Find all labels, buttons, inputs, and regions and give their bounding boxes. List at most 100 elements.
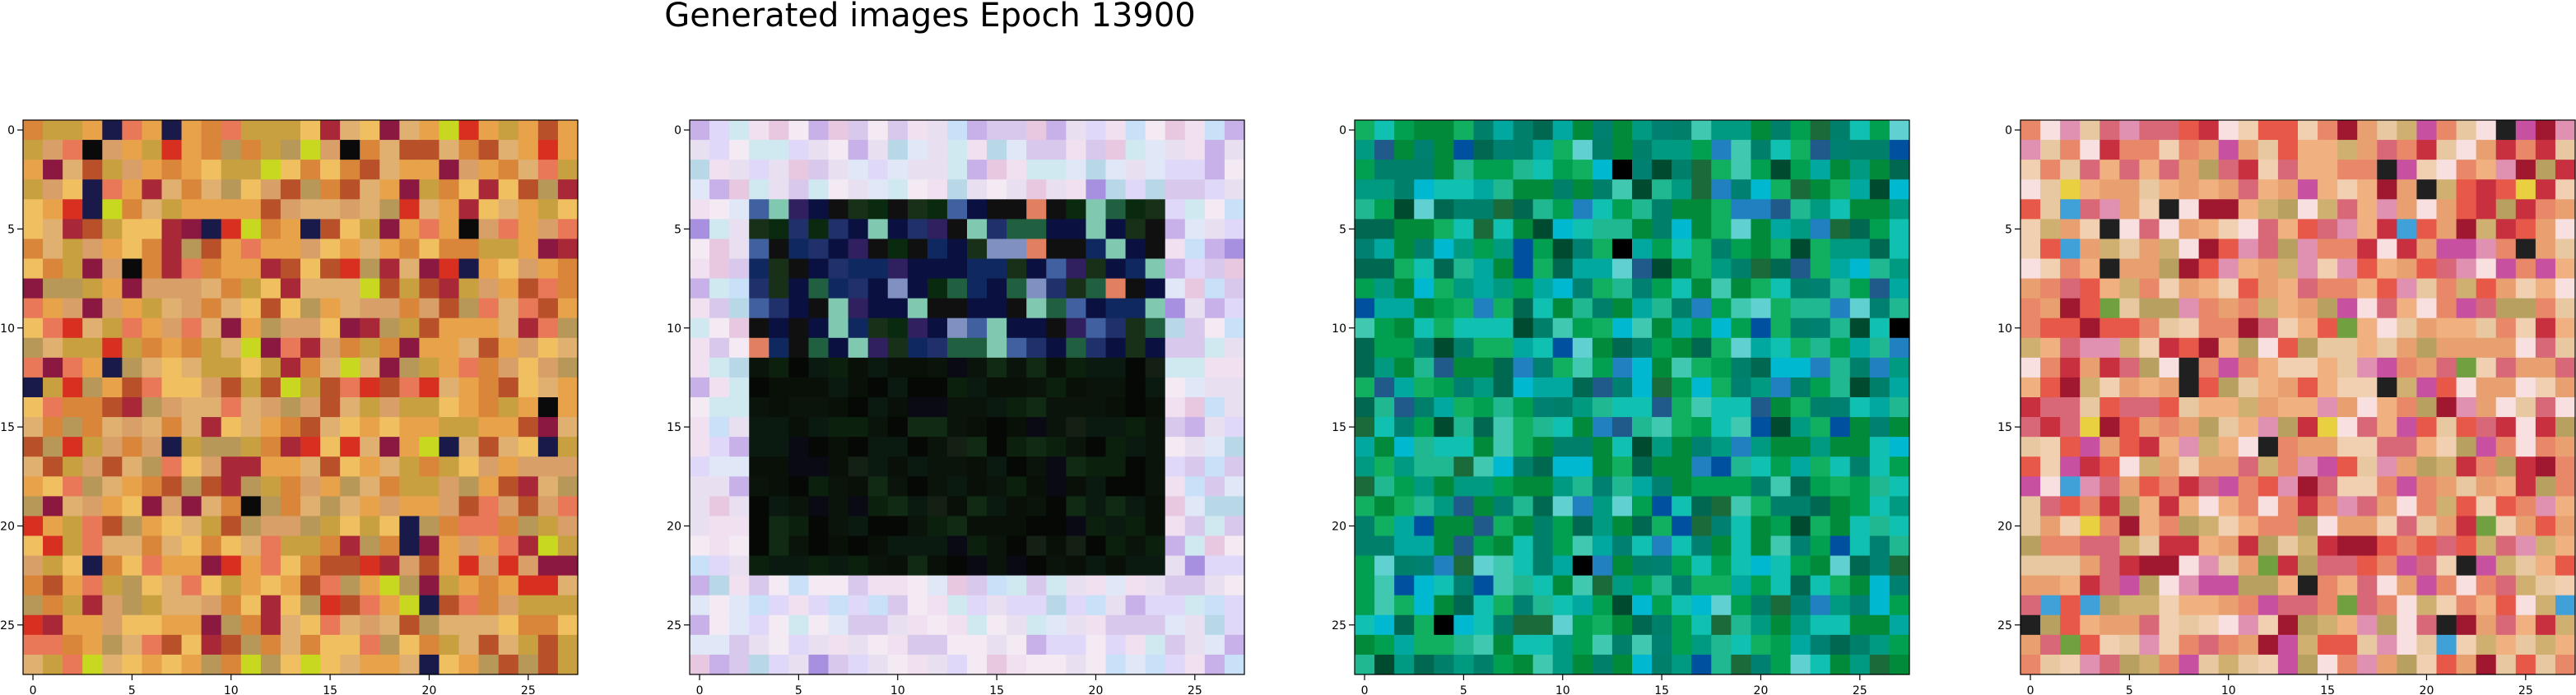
pixel [1611,614,1633,636]
pixel [1552,199,1574,220]
pixel [2456,397,2477,418]
pixel [1493,437,1514,457]
pixel [360,417,380,438]
pixel [102,199,123,220]
pixel [2535,634,2556,656]
pixel [1453,417,1475,438]
pixel [1086,476,1107,497]
pixel [709,575,730,596]
x-tick-label: 25 [521,684,536,695]
pixel [690,397,710,418]
pixel [1204,595,1225,616]
pixel [2397,654,2418,675]
pixel [749,437,770,457]
pixel [2238,337,2259,359]
pixel [2397,634,2418,656]
pixel [1046,120,1067,141]
x-tick-label: 10 [890,684,905,695]
pixel [2159,337,2180,359]
pixel [2535,614,2556,636]
pixel [1611,278,1633,299]
pixel [478,298,500,319]
pixel [1355,140,1375,160]
x-tick-label: 25 [1188,684,1202,695]
pixel [1632,634,1653,656]
pixel [2040,258,2061,280]
pixel [2515,239,2536,260]
pixel [557,278,579,299]
pixel [1105,160,1127,180]
pixel [2416,555,2438,577]
pixel [2020,496,2041,517]
pixel [1513,417,1534,438]
pixel [1751,516,1772,537]
pixel [1652,535,1672,557]
pixel [518,239,539,260]
pixel [2495,140,2517,160]
pixel [887,160,909,180]
pixel [967,219,988,240]
pixel [2436,317,2457,339]
pixel [2020,654,2041,675]
pixel [2080,239,2100,260]
pixel [2416,654,2438,675]
pixel [1086,575,1107,596]
pixel [1889,595,1910,616]
pixel [340,199,360,220]
pixel [2238,199,2259,220]
pixel [1105,516,1127,537]
pixel [1473,278,1495,299]
pixel [260,397,281,418]
pixel [280,555,301,577]
pixel [2555,377,2576,398]
pixel [1751,476,1772,497]
pixel [1026,298,1047,319]
pixel [458,634,480,656]
pixel [709,516,730,537]
pixel [1086,456,1107,477]
pixel [2456,337,2477,359]
pixel [557,337,579,359]
pixel [709,654,730,675]
pixel [907,634,928,656]
pixel [2515,496,2536,517]
pixel [2238,476,2259,497]
pixel [848,219,869,240]
pixel [399,258,421,280]
pixel [946,595,968,616]
pixel [1869,239,1890,260]
pixel [458,278,480,299]
pixel [2257,397,2279,418]
pixel [1810,278,1831,299]
pixel [300,258,321,280]
pixel [2476,654,2497,675]
pixel [1026,120,1047,141]
pixel [2476,437,2497,457]
pixel [537,555,559,577]
pixel [82,160,103,180]
pixel [2178,120,2200,141]
pixel [2436,496,2457,517]
pixel [749,575,770,596]
pixel [808,535,830,557]
pixel [788,120,810,141]
pixel [2198,278,2220,299]
pixel [1532,317,1554,339]
pixel [2040,575,2061,596]
pixel [1374,377,1395,398]
pixel [690,496,710,517]
pixel [2337,634,2358,656]
pixel [1611,357,1633,378]
pixel [537,575,559,596]
pixel [2159,199,2180,220]
pixel [749,614,770,636]
pixel [709,317,730,339]
pixel [1830,298,1851,319]
pixel [1414,160,1434,180]
pixel [439,239,460,260]
pixel [1572,179,1593,200]
pixel [2020,634,2041,656]
pixel [1632,555,1653,577]
pixel [1632,575,1653,596]
pixel [946,476,968,497]
